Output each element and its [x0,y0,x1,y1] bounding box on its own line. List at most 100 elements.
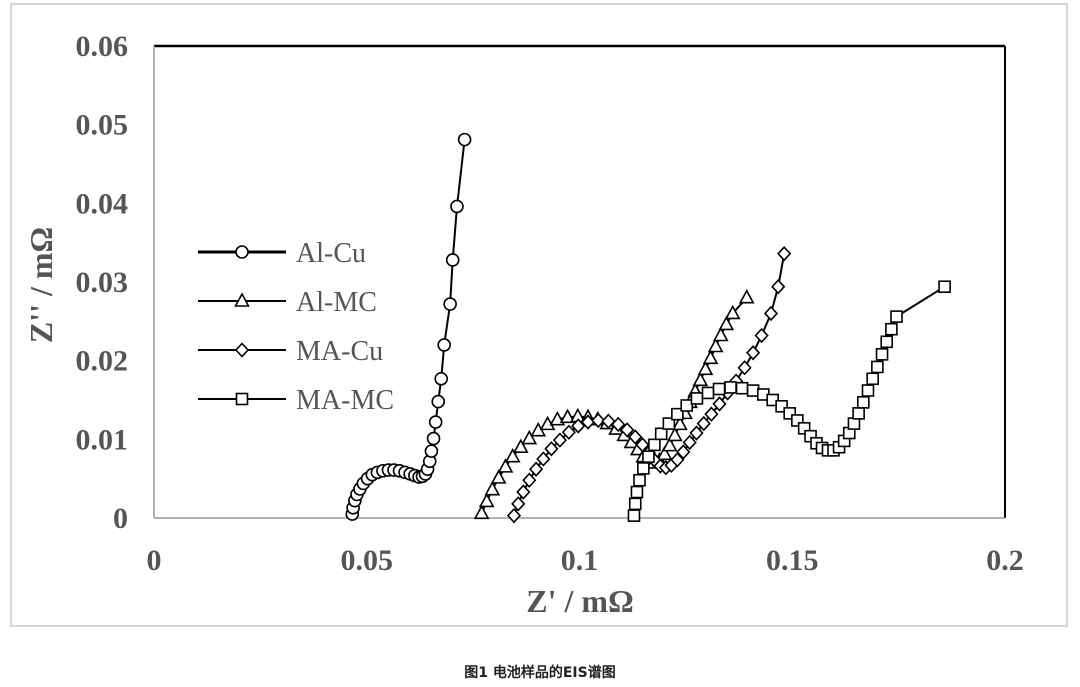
data-point [648,438,661,452]
data-point [712,396,727,412]
data-point [702,349,719,365]
y-tick-label: 0.05 [76,109,129,142]
data-point [777,246,792,262]
data-point [666,426,683,442]
y-tick-label: 0.03 [76,266,129,299]
data-point [654,427,668,441]
data-point [890,310,903,323]
legend-marker [235,245,249,259]
legend-item: Al-MC [198,287,377,318]
data-point [771,279,786,295]
data-point [696,415,711,432]
legend-item: MA-Cu [198,336,383,367]
x-tick-label: 0.05 [341,544,394,577]
data-point [637,462,650,475]
data-point [478,492,495,508]
y-tick-label: 0.06 [76,30,129,63]
data-point [611,416,626,433]
data-point [697,360,714,376]
y-axis-label: Z'' / mΩ [23,227,59,343]
data-point [871,360,884,374]
data-point [559,408,576,424]
series-ma-cu [506,246,792,524]
data-point [437,338,451,352]
data-point [852,407,865,420]
legend-marker [234,292,250,307]
legend-item: Al-Cu [198,238,366,269]
data-point [690,392,704,405]
data-point [704,406,719,422]
data-point [426,431,441,446]
y-tick-label: 0 [113,502,128,535]
x-tick-label: 0.2 [986,544,1024,577]
data-point [661,436,678,452]
data-point [662,417,676,430]
data-point [529,461,544,477]
data-point [561,424,576,440]
data-point [746,384,760,397]
data-point [857,396,870,409]
data-point [783,407,796,420]
data-point [738,289,755,304]
data-point [712,382,726,396]
data-point [552,432,568,448]
series-ma-mc [627,280,951,522]
legend-label: Al-Cu [296,238,366,269]
data-point [522,472,537,488]
data-point [735,381,749,395]
y-tick-label: 0.02 [76,345,129,378]
data-point [571,418,586,434]
data-point [718,315,735,331]
data-point [473,504,490,520]
data-point [689,425,704,441]
y-tick-labels: 0 0.01 0.02 0.03 0.04 0.05 0.06 [76,30,129,535]
data-point [847,417,861,430]
legend-label: Al-MC [296,287,377,318]
data-point [676,444,691,460]
data-point [707,337,724,353]
data-point [680,399,694,412]
data-point [701,386,715,400]
data-point [544,441,559,457]
y-tick-label: 0.04 [76,187,129,220]
x-tick-label: 0.15 [766,544,819,577]
data-point [682,434,697,451]
legend-label: MA-MC [296,385,394,416]
legend: Al-Cu Al-MC MA-Cu MA-MC [198,238,394,416]
figure-caption: 图1 电池样品的EIS谱图 [464,665,616,681]
series-al-mc [473,289,755,520]
data-point [938,280,951,294]
data-point [620,422,635,438]
series-layer [345,132,951,524]
data-point [443,297,457,311]
data-point [880,335,894,349]
legend-label: MA-Cu [296,336,383,367]
data-point [511,496,526,512]
data-point [791,414,804,427]
data-point [746,345,761,361]
data-point [484,481,501,496]
data-point [628,497,642,511]
x-tick-label: 0.1 [561,544,599,577]
x-tick-labels: 0 0.05 0.1 0.15 0.2 [147,544,1024,577]
data-point [431,394,446,409]
plot-axes [153,44,1006,519]
data-point [627,509,641,522]
data-point [450,199,464,214]
data-point [724,304,741,320]
data-point [497,458,514,473]
data-point [428,415,443,429]
data-point [671,407,684,421]
data-point [712,326,729,342]
data-point [670,452,685,468]
data-point [656,445,673,461]
data-point [521,429,538,445]
series-line [351,139,466,515]
data-point [504,447,521,463]
legend-item: MA-MC [198,385,394,416]
data-point [512,438,529,454]
data-point [875,348,889,361]
data-point [763,305,779,322]
data-point [516,484,531,500]
data-point [591,412,606,429]
